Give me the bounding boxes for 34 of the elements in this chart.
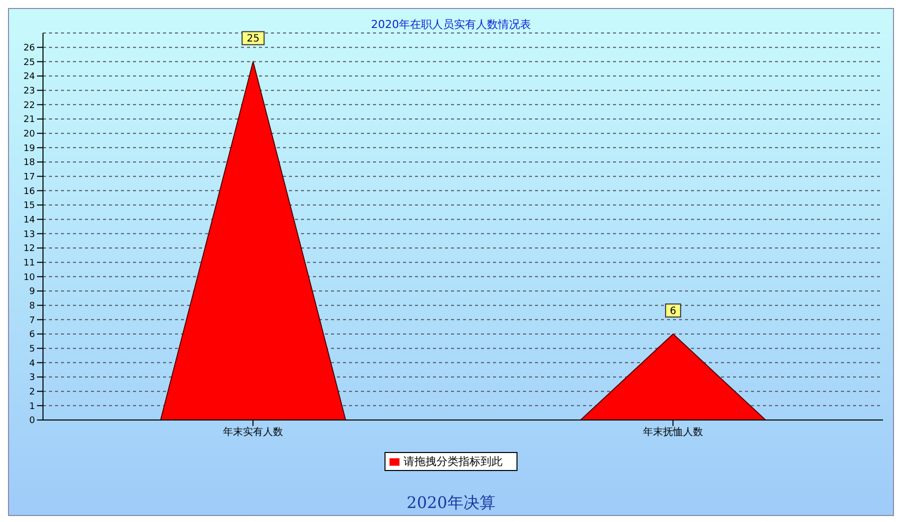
y-tick-label: 19 [24, 144, 36, 154]
y-tick-label: 15 [24, 201, 35, 212]
y-tick-label: 8 [29, 302, 36, 312]
y-tick-label: 11 [24, 258, 35, 269]
y-tick-label: 21 [24, 115, 35, 126]
x-tick-label: 年末实有人数 [223, 426, 283, 438]
chart-title: 2020年在职人员实有人数情况表 [370, 17, 532, 32]
y-tick-label: 26 [24, 44, 36, 54]
y-tick-label: 25 [24, 58, 35, 68]
x-tick-label: 年末抚恤人数 [643, 426, 703, 438]
y-tick-label: 24 [24, 72, 36, 82]
y-tick-label: 1 [29, 402, 35, 412]
y-tick-label: 14 [24, 216, 36, 226]
y-tick-label: 22 [24, 100, 35, 111]
y-tick-label: 10 [24, 272, 36, 283]
text: 2020年决算 [406, 493, 496, 514]
y-tick-label: 2 [29, 388, 35, 398]
y-tick-label: 9 [29, 287, 36, 298]
y-tick-label: 17 [24, 172, 35, 183]
y-tick-label: 23 [24, 86, 35, 97]
data-label: 25 [246, 34, 260, 45]
y-tick-label: 16 [24, 186, 36, 197]
y-tick-label: 5 [29, 344, 35, 355]
y-tick-label: 3 [29, 373, 35, 384]
y-tick-label: 13 [24, 230, 35, 240]
y-tick-label: 12 [24, 244, 35, 254]
y-tick-label: 7 [29, 316, 35, 326]
y-tick-label: 6 [29, 330, 36, 340]
y-tick-label: 4 [29, 358, 36, 369]
y-tick-label: 0 [29, 416, 36, 426]
data-label: 6 [670, 306, 676, 317]
y-tick-label: 20 [24, 130, 36, 140]
legend-label: 请拖拽分类指标到此 [404, 455, 502, 468]
y-tick-label: 18 [24, 158, 36, 168]
